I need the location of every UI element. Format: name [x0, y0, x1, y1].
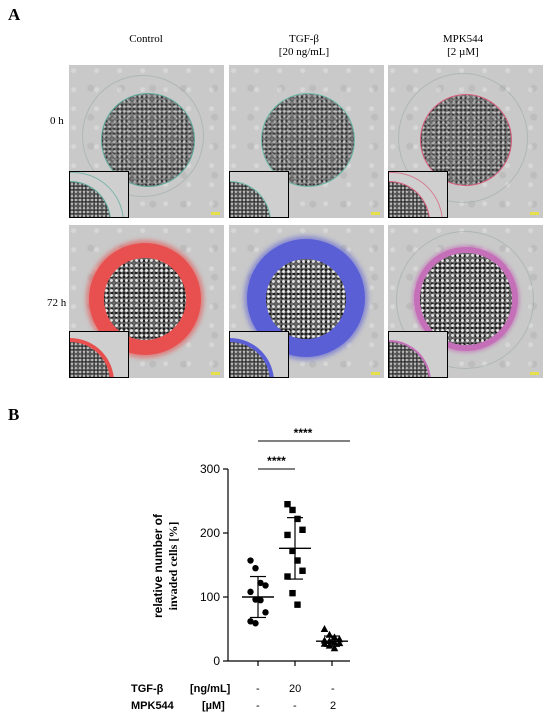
- inset-mpk-72h: [388, 331, 448, 378]
- image-tgf-0h: [229, 65, 384, 218]
- table-row2-unit: [µM]: [202, 700, 225, 712]
- table-row2-value-mpk: 2: [330, 700, 337, 712]
- column-header-mpk-line2: [2 µM]: [447, 46, 479, 58]
- y-tick-label: 100: [200, 590, 220, 604]
- table-row2-value-tgf: -: [293, 700, 297, 712]
- image-tgf-72h: [229, 225, 384, 378]
- image-mpk-0h: [388, 65, 543, 218]
- inset-control-72h: [69, 331, 129, 378]
- data-point-control: [252, 620, 259, 627]
- table-row1-unit: [ng/mL]: [190, 683, 231, 695]
- image-control-0h: [69, 65, 224, 218]
- table-row2-value-control: -: [256, 700, 260, 712]
- data-point-control: [247, 618, 254, 625]
- panel-a-label: A: [8, 5, 21, 24]
- invasion-scatter-chart: relative number of invaded cells [%] 0 10…: [151, 426, 350, 668]
- significance-label-control-mpk: ****: [294, 426, 313, 440]
- table-row1-value-mpk: -: [331, 683, 335, 695]
- data-point-tgf: [299, 526, 306, 533]
- row-label-72h: 72 h: [47, 297, 67, 309]
- column-header-mpk-line1: MPK544: [442, 33, 484, 45]
- data-point-tgf: [294, 557, 301, 564]
- data-point-mpk: [320, 639, 329, 647]
- data-point-mpk: [325, 641, 334, 649]
- y-axis-title-line2: invaded cells [%]: [166, 522, 180, 611]
- panel-b-label: B: [8, 405, 20, 424]
- inset-mpk-0h: [388, 171, 448, 218]
- column-header-tgf-line2: [20 ng/mL]: [278, 46, 330, 58]
- y-axis-title-line1: relative number of: [151, 513, 165, 618]
- column-header-tgf: TGF-β [20 ng/mL]: [244, 33, 364, 59]
- inset-tgf-0h: [229, 171, 289, 218]
- data-point-control: [247, 588, 254, 596]
- data-point-tgf: [284, 531, 291, 539]
- data-point-control: [262, 582, 269, 589]
- data-point-control: [257, 597, 264, 604]
- data-point-tgf: [294, 601, 301, 608]
- data-point-mpk: [330, 644, 339, 652]
- row-label-0h: 0 h: [50, 115, 64, 127]
- scale-bar: [530, 212, 539, 215]
- scale-bar: [530, 372, 539, 375]
- column-header-tgf-line1: TGF-β: [288, 33, 320, 45]
- table-row2-label: MPK544: [131, 700, 174, 712]
- y-tick-label: 300: [200, 462, 220, 476]
- inset-tgf-72h: [229, 331, 289, 378]
- y-tick-label: 200: [200, 526, 220, 540]
- table-row1-label: TGF-β: [131, 683, 164, 695]
- data-point-mpk: [320, 625, 329, 632]
- data-point-control: [252, 596, 259, 603]
- data-point-tgf: [289, 589, 296, 597]
- data-point-tgf: [289, 506, 296, 514]
- data-point-mpk: [335, 639, 344, 647]
- y-tick-label: 0: [213, 654, 220, 668]
- image-mpk-72h: [388, 225, 543, 378]
- column-header-control: Control: [86, 33, 206, 46]
- data-point-tgf: [299, 567, 306, 574]
- data-point-tgf: [284, 573, 291, 580]
- inset-control-0h: [69, 171, 129, 218]
- data-point-tgf: [294, 515, 301, 523]
- scale-bar: [371, 372, 380, 375]
- column-header-mpk: MPK544 [2 µM]: [403, 33, 523, 59]
- significance-label-control-tgf: ****: [267, 454, 286, 468]
- data-point-control: [247, 557, 254, 564]
- table-row1-value-tgf: 20: [289, 683, 302, 695]
- data-point-control: [252, 565, 259, 572]
- scale-bar: [371, 212, 380, 215]
- data-point-control: [257, 579, 264, 587]
- scale-bar: [211, 212, 220, 215]
- table-row1-value-control: -: [256, 683, 260, 695]
- data-point-tgf: [289, 547, 296, 555]
- data-point-control: [262, 609, 269, 616]
- image-control-72h: [69, 225, 224, 378]
- column-header-control-line1: Control: [129, 33, 163, 45]
- data-point-tgf: [284, 501, 291, 508]
- scale-bar: [211, 372, 220, 375]
